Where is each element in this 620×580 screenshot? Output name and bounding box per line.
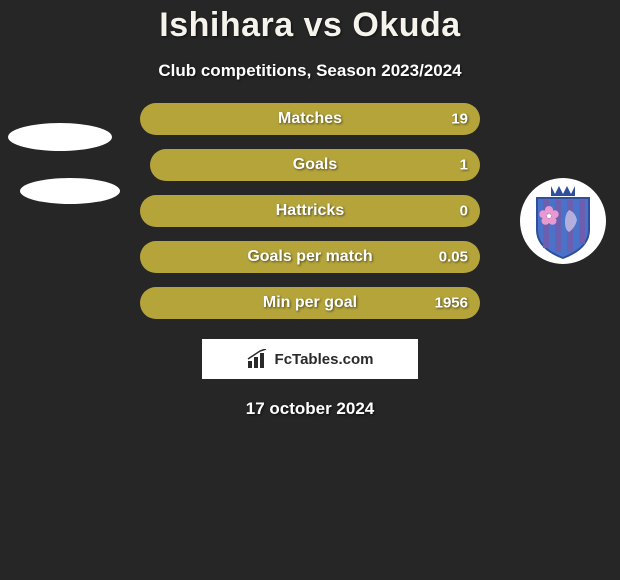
brand-text: FcTables.com: [275, 351, 374, 368]
stat-value-right: 1: [460, 157, 468, 174]
stat-row: Goals per match 0.05: [140, 241, 480, 273]
stat-row: Goals 1: [150, 149, 480, 181]
stat-label: Goals per match: [247, 248, 372, 266]
stat-value-right: 1956: [435, 295, 468, 312]
stat-label: Hattricks: [276, 202, 344, 220]
stat-value-right: 19: [451, 111, 468, 128]
stat-row: Matches 19: [140, 103, 480, 135]
page-title: Ishihara vs Okuda: [0, 0, 620, 45]
stat-row-slot: Matches 19: [0, 103, 620, 135]
stat-row-slot: Hattricks 0: [0, 195, 620, 227]
stat-row: Hattricks 0: [140, 195, 480, 227]
stat-row-slot: Goals 1: [0, 149, 620, 181]
stat-value-right: 0: [460, 203, 468, 220]
subtitle: Club competitions, Season 2023/2024: [0, 61, 620, 81]
stat-row-slot: Min per goal 1956: [0, 287, 620, 319]
stat-value-right: 0.05: [439, 249, 468, 266]
stat-row-slot: Goals per match 0.05: [0, 241, 620, 273]
date-text: 17 october 2024: [0, 399, 620, 419]
stat-row: Min per goal 1956: [140, 287, 480, 319]
stat-label: Min per goal: [263, 294, 357, 312]
brand-box[interactable]: FcTables.com: [202, 339, 418, 379]
bar-chart-icon: [247, 349, 269, 369]
stat-label: Matches: [278, 110, 342, 128]
stat-label: Goals: [293, 156, 337, 174]
